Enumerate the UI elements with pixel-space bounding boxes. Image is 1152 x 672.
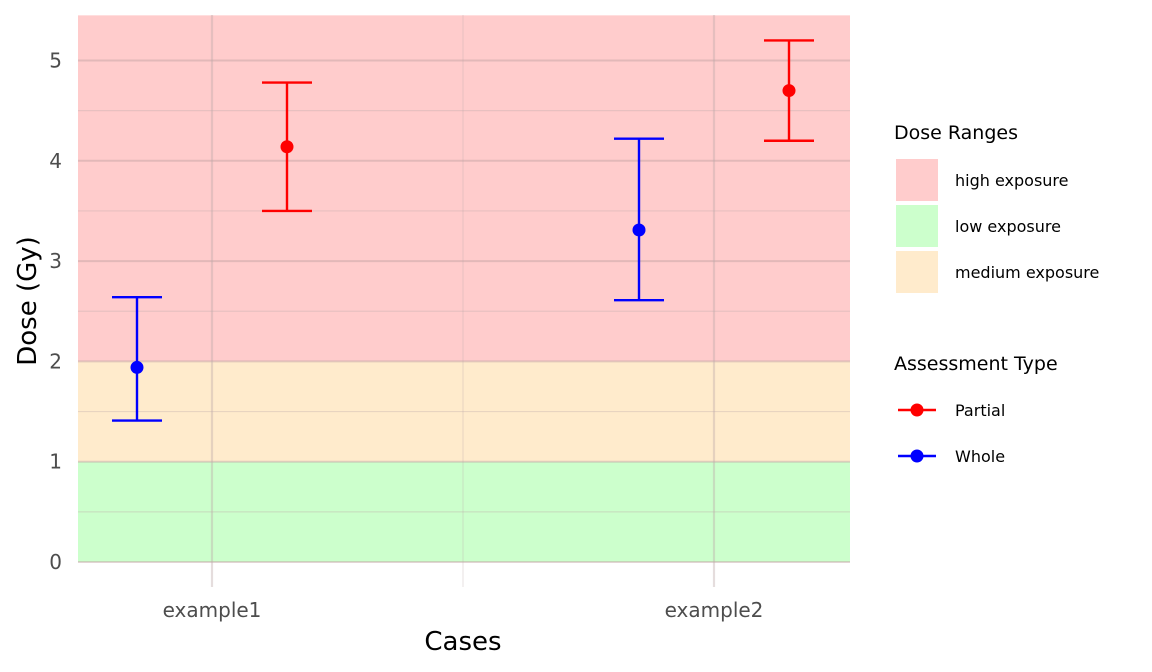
band-high-exposure: [78, 15, 850, 362]
error-bar-partial-example2: [764, 39, 814, 142]
legend-key-point-partial: [910, 403, 924, 417]
legend-key-high-exposure: [896, 159, 938, 201]
legend-label-series: Whole: [955, 447, 1005, 466]
band-medium-exposure: [78, 361, 850, 462]
legend-label-band: high exposure: [955, 171, 1069, 190]
x-axis-title: Cases: [424, 627, 501, 657]
legend: Dose Ranges Assessment Type high exposur…: [894, 122, 1099, 466]
x-tick-label: example1: [163, 598, 262, 622]
assessment-type-legend-title: Assessment Type: [894, 353, 1058, 375]
y-tick-label: 5: [49, 49, 62, 73]
x-tick-label: example2: [665, 598, 764, 622]
legend-label-band: low exposure: [955, 217, 1061, 236]
dose-range-bands: [78, 15, 850, 562]
y-tick-label: 4: [49, 149, 62, 173]
axes: 0 1 2 3 4 5 example1 example2: [49, 49, 763, 623]
legend-key-low-exposure: [896, 205, 938, 247]
legend-label-band: medium exposure: [955, 263, 1099, 282]
data-point-partial: [782, 84, 796, 98]
y-tick-label: 2: [49, 349, 62, 373]
data-point-partial: [280, 140, 294, 154]
grid-lines: [78, 15, 850, 587]
legend-label-series: Partial: [955, 401, 1005, 420]
error-bar-whole-example1: [112, 296, 162, 422]
y-tick-label: 3: [49, 249, 62, 273]
data-marks: [112, 39, 814, 422]
data-point-whole: [632, 223, 646, 237]
dose-ranges-legend-title: Dose Ranges: [894, 122, 1018, 144]
band-low-exposure: [78, 461, 850, 562]
y-tick-label: 0: [49, 550, 62, 574]
y-tick-label: 1: [49, 450, 62, 474]
error-bar-partial-example1: [262, 81, 312, 213]
legend-key-point-whole: [910, 449, 924, 463]
error-bar-whole-example2: [614, 137, 664, 302]
data-point-whole: [130, 360, 144, 374]
y-axis-title: Dose (Gy): [13, 236, 43, 366]
legend-key-medium-exposure: [896, 251, 938, 293]
